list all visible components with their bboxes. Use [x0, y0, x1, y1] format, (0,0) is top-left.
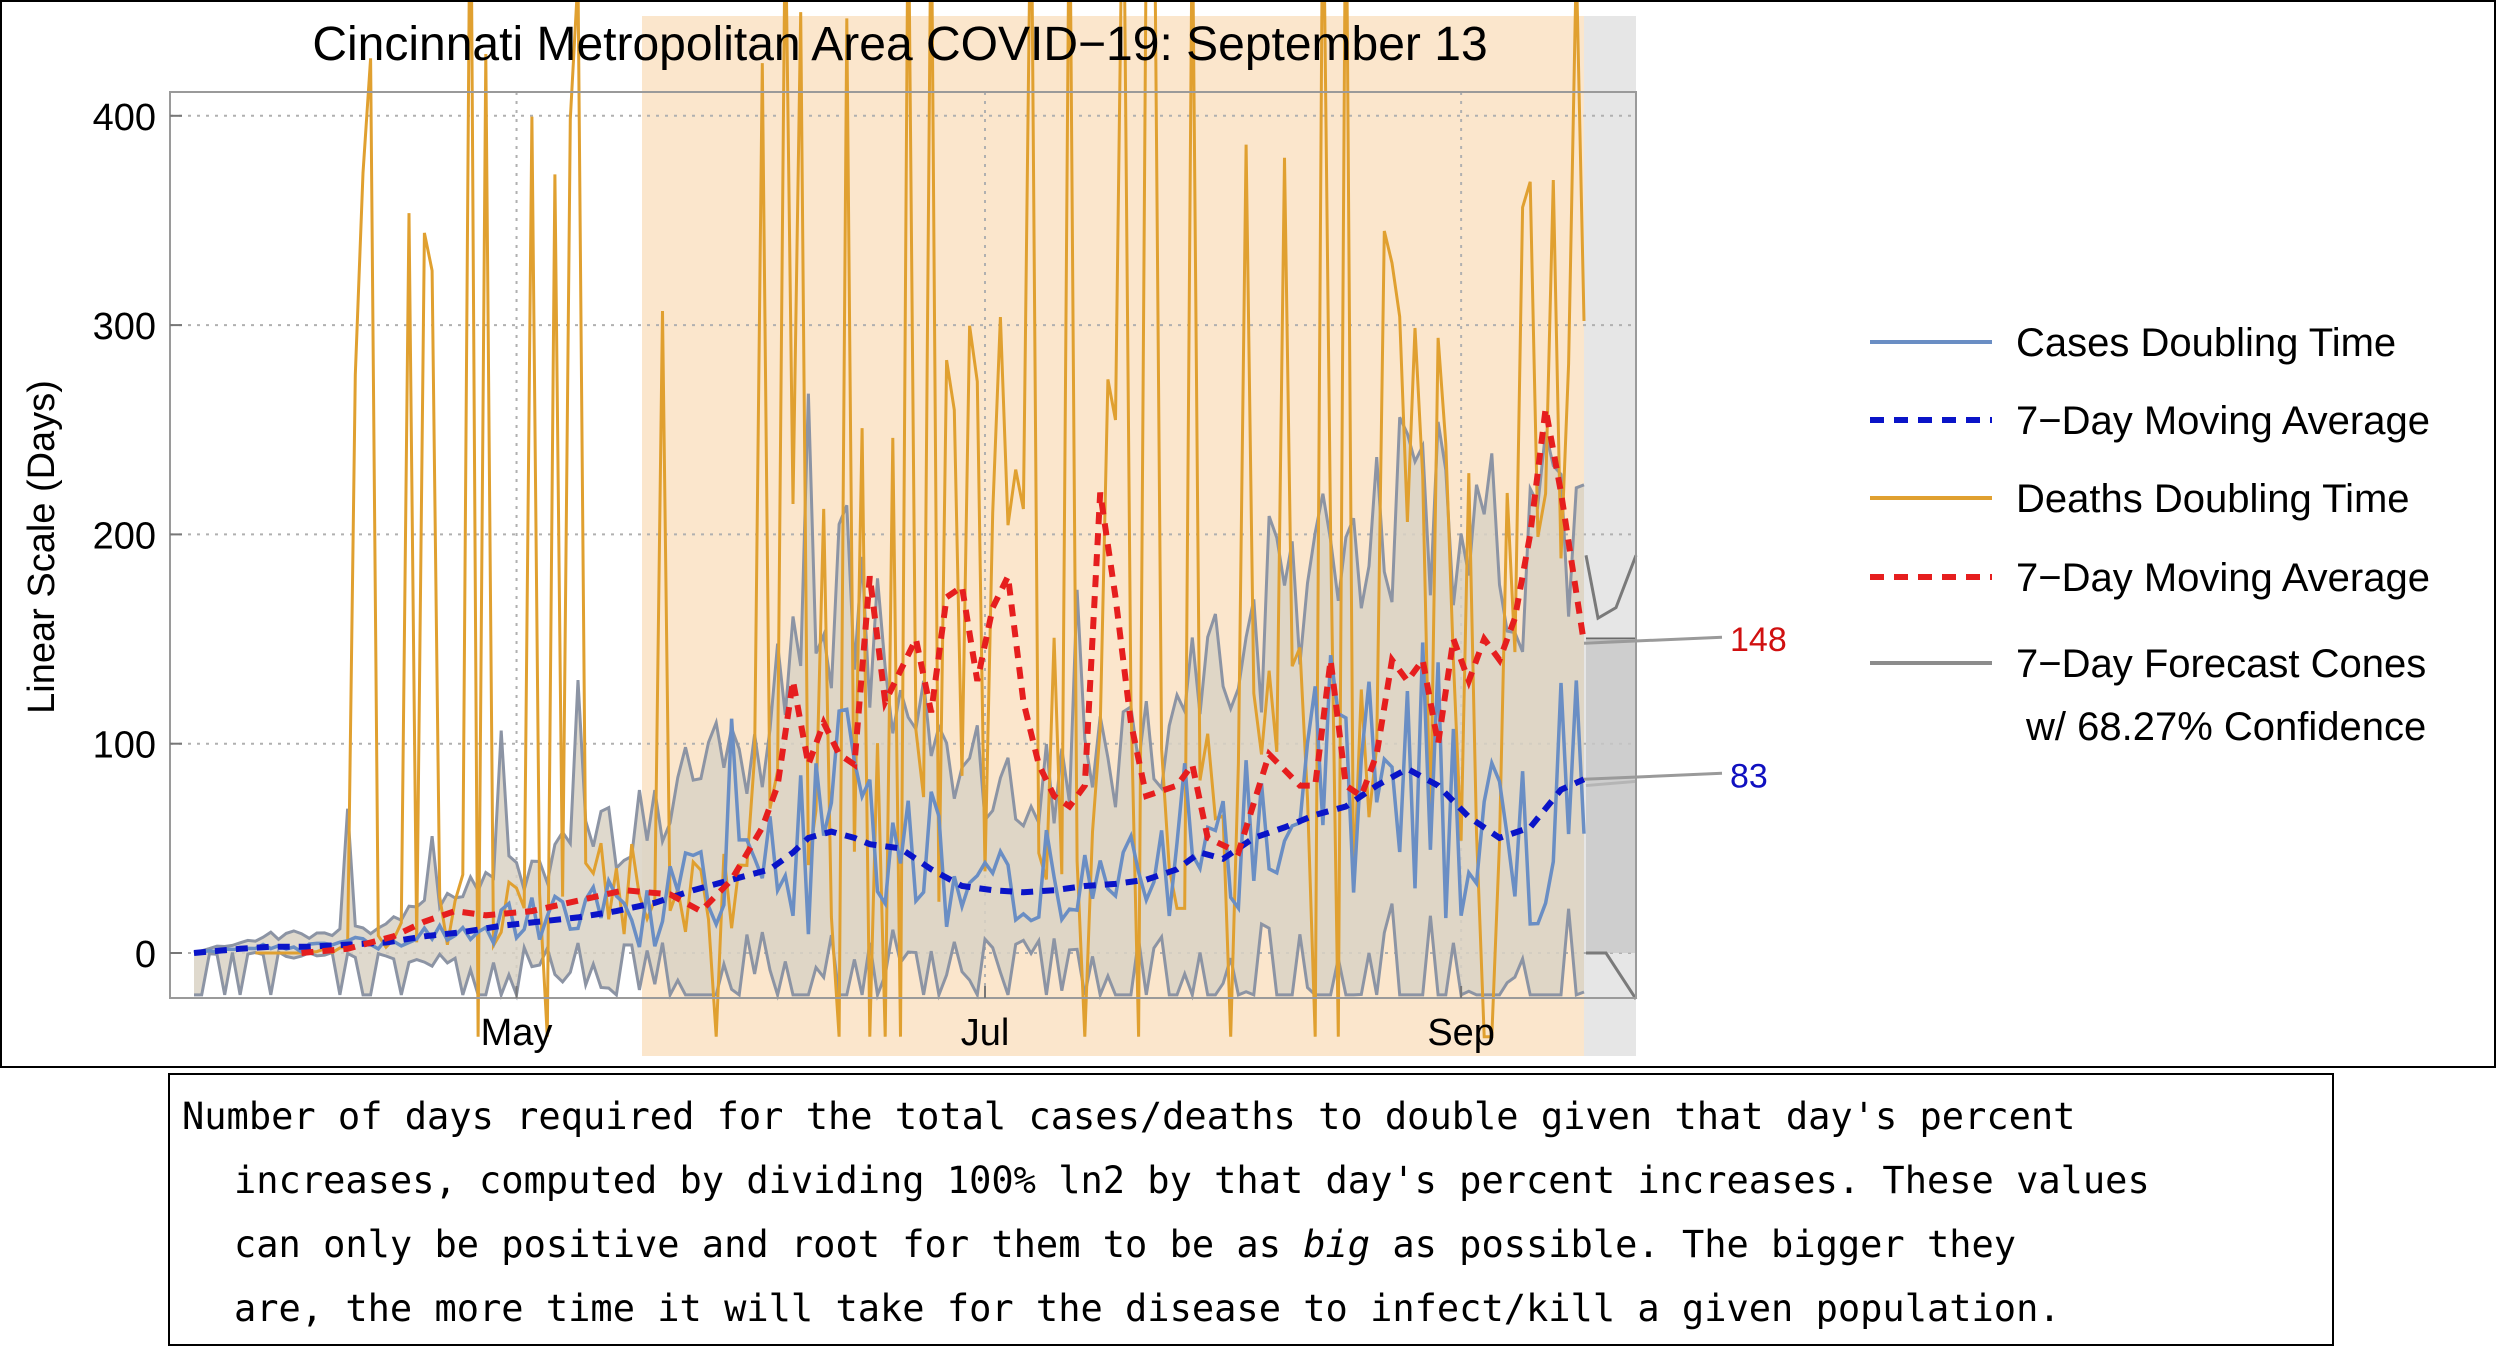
annotation-label-cases_avg: 83 [1730, 757, 1768, 795]
chart-title: Cincinnati Metropolitan Area COVID−19: S… [312, 18, 1487, 71]
plot-frame [169, 91, 1637, 999]
forecast-cones [1584, 554, 1638, 1000]
x-tick-label-Sep: Sep [1427, 1012, 1495, 1054]
forecast-cone-area [1586, 639, 1636, 953]
x-tick-label-May: May [481, 1012, 553, 1054]
y-tick-label-400: 400 [93, 97, 156, 139]
raw-series [193, 2, 1586, 1039]
legend-label-3: 7−Day Moving Average [2016, 556, 2430, 600]
caption-line-1: Number of days required for the total ca… [182, 1095, 2076, 1138]
y-axis-label: Linear Scale (Days) [21, 380, 63, 714]
caption-line-3-pre: can only be positive and root for them t… [234, 1223, 1304, 1266]
axes: 0 100 200 300 400 May Jul Sep [93, 97, 1495, 1054]
chart-frame: 0 100 200 300 400 May Jul Sep Cincinnati Metrop… [0, 0, 2496, 1068]
caption-line-3: can only be positive and root for them t… [182, 1213, 2332, 1277]
legend-label-5: w/ 68.27% Confidence [2025, 705, 2426, 749]
confidence-lower-line [194, 903, 1585, 1001]
annotation-leader-cases_avg [1583, 771, 1723, 781]
deaths-doubling-time-line [255, 2, 1586, 1039]
annotations: 148 83 [1583, 621, 1787, 795]
legend-label-2: Deaths Doubling Time [2016, 477, 2410, 521]
caption-emphasis: big [1303, 1223, 1371, 1266]
legend-label-0: Cases Doubling Time [2016, 321, 2396, 365]
forecast-deaths-upper [1584, 554, 1638, 621]
legend-label-4: 7−Day Forecast Cones [2016, 642, 2426, 686]
caption-line-2: increases, computed by dividing 100% ln2… [234, 1159, 2150, 1202]
forecast-lower [1586, 951, 1638, 1000]
chart: 0 100 200 300 400 May Jul Sep Cincinnati Metrop… [21, 2, 2430, 1056]
y-tick-label-100: 100 [93, 725, 156, 767]
cases-doubling-time-line [193, 642, 1586, 955]
average-series [193, 408, 1587, 956]
y-tick-label-300: 300 [93, 306, 156, 348]
x-tick-label-Jul: Jul [961, 1012, 1010, 1054]
y-tick-label-0: 0 [135, 934, 156, 976]
y-tick-label-200: 200 [93, 515, 156, 557]
annotation-label-deaths_avg: 148 [1730, 621, 1787, 659]
legend-label-1: 7−Day Moving Average [2016, 399, 2430, 443]
caption-line-4: are, the more time it will take for the … [234, 1287, 2061, 1330]
caption-box: Number of days required for the total ca… [168, 1073, 2334, 1346]
annotation-leader-deaths_avg [1583, 635, 1723, 645]
caption-line-3-post: as possible. The bigger they [1370, 1223, 2017, 1266]
deaths_avg-line [301, 408, 1587, 956]
legend: Cases Doubling Time 7−Day Moving Average D… [1870, 321, 2430, 749]
cases_avg-line [193, 765, 1586, 956]
